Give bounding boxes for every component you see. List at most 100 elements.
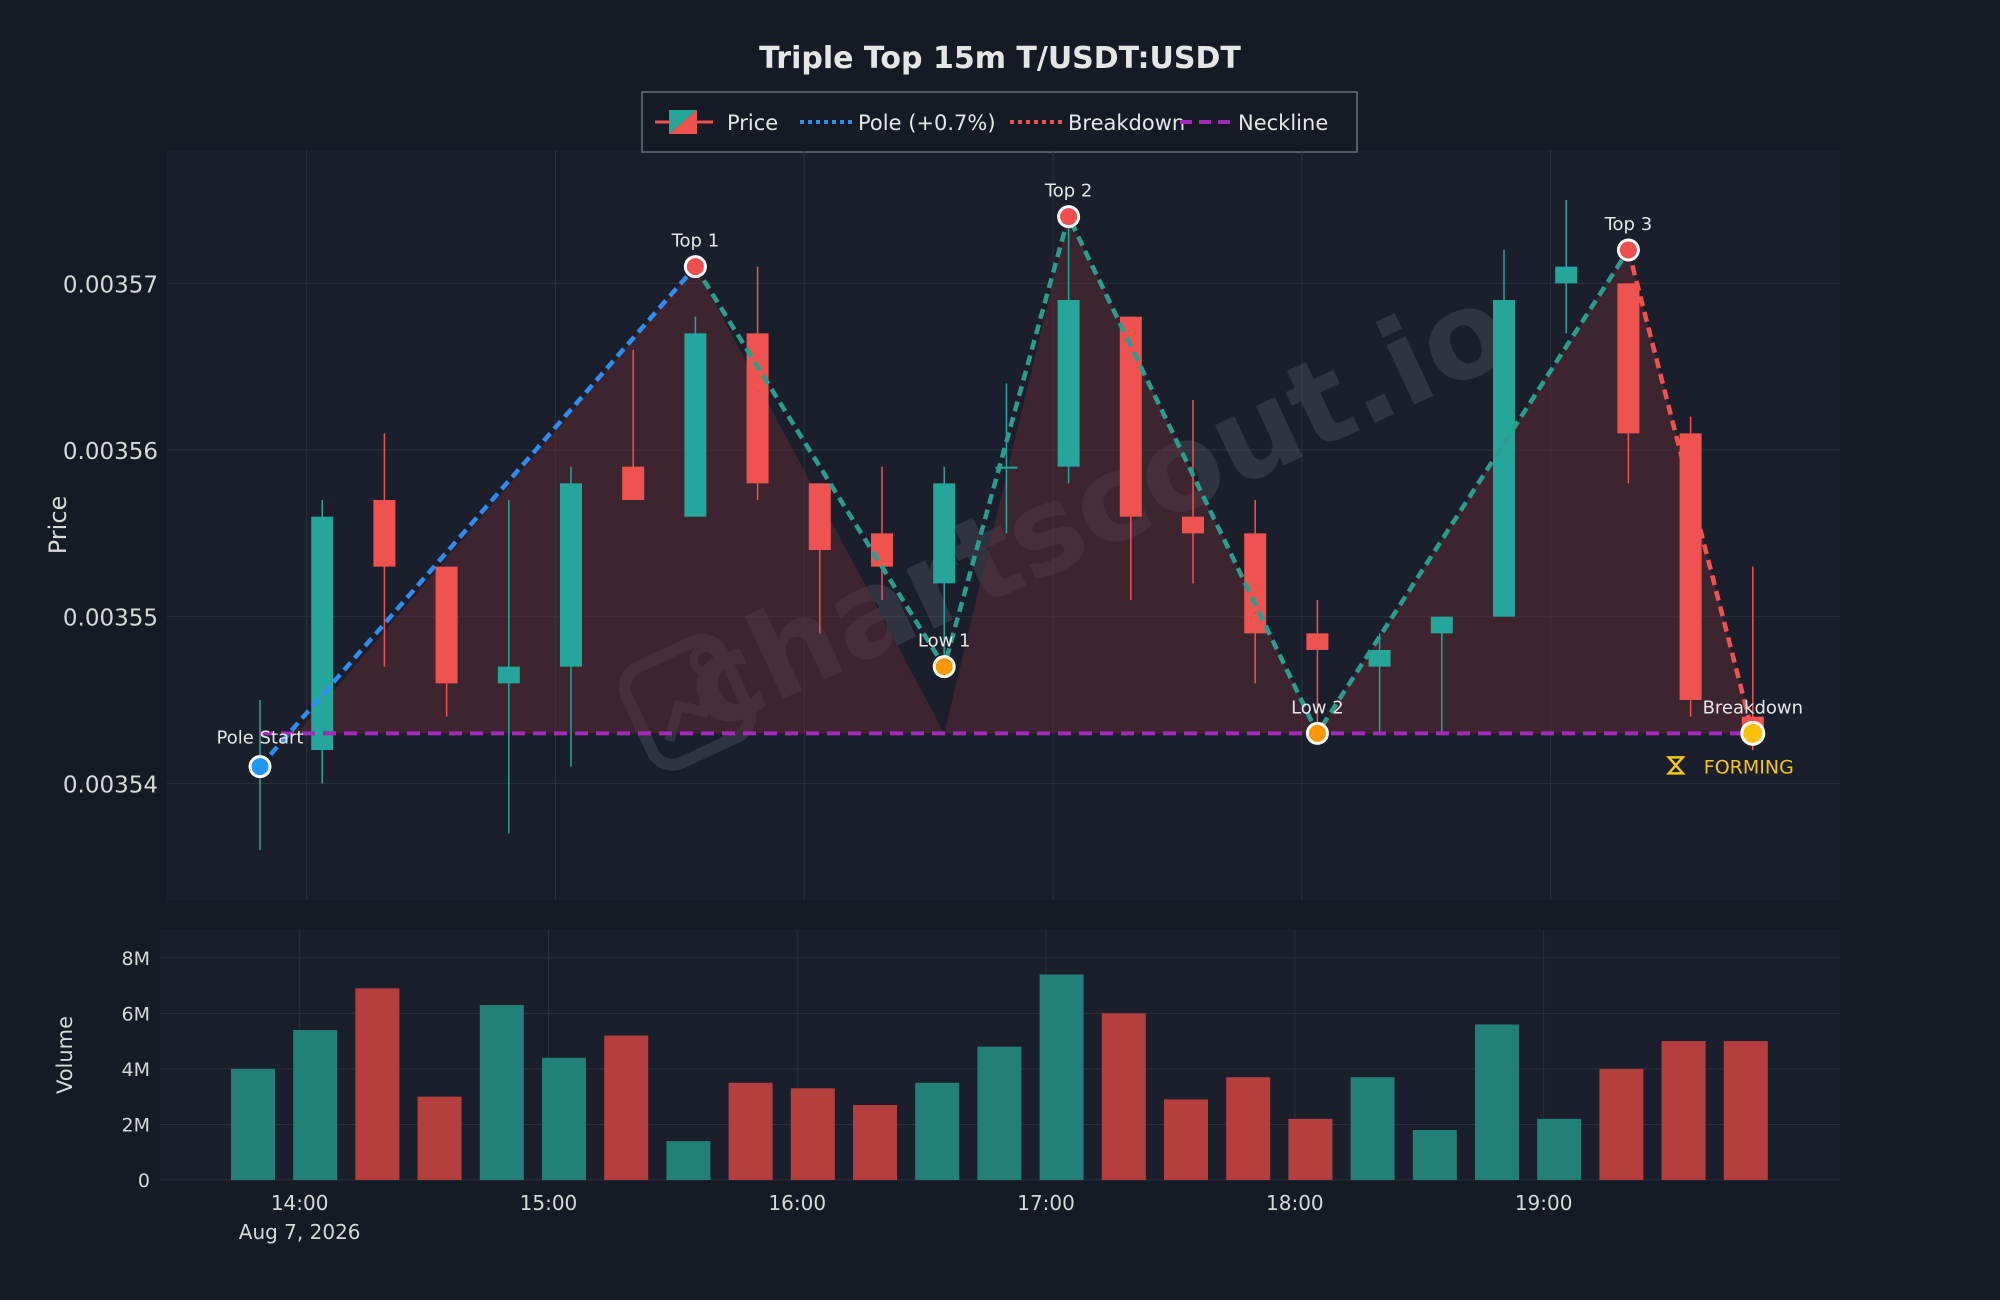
volume-bar [790, 1088, 835, 1180]
candle-body [1430, 616, 1453, 634]
pole-line [258, 265, 698, 769]
volume-bar [1723, 1041, 1768, 1180]
volume-bar [728, 1082, 773, 1180]
time-tick-label: 15:00 [520, 1191, 578, 1215]
pattern-point-marker [1740, 720, 1766, 746]
price-tick-label: 0.00356 [63, 439, 158, 465]
volume-bar [1599, 1068, 1644, 1180]
axes: 0.00354 0.00355 0.00356 0.00357 0 2M 4M 6M 8M 14:… [44, 272, 1572, 1244]
candle-body [746, 333, 769, 484]
hourglass-icon [1666, 756, 1686, 775]
time-tick-label: 16:00 [768, 1191, 826, 1215]
hourglass-shape [1666, 756, 1686, 775]
legend-item: Neckline [1180, 111, 1328, 135]
pattern-point-label: Low 2 [1291, 697, 1344, 718]
candle-body [1617, 283, 1640, 434]
volume-bar [479, 1005, 524, 1180]
volume-bar [1039, 974, 1084, 1180]
pattern-overlay [297, 216, 1753, 734]
volume-bar [542, 1057, 586, 1180]
candle-body [1679, 433, 1702, 700]
candle-body [1244, 533, 1267, 634]
pattern-point-label: Pole Start [217, 728, 304, 749]
volume-bar [1475, 1024, 1519, 1180]
candle-body [1057, 300, 1080, 467]
legend-item: Pole (+0.7%) [800, 111, 996, 135]
legend-label: Neckline [1238, 111, 1328, 135]
candle-body [373, 500, 396, 567]
candle-body [871, 533, 893, 567]
legend-label: Breakdown [1068, 111, 1185, 135]
pattern-point-label: Breakdown [1703, 697, 1803, 718]
volume-bar [417, 1096, 462, 1180]
candle-body [1182, 516, 1204, 534]
pattern-point-label: Top 2 [1044, 181, 1093, 202]
volume-bar [231, 1068, 275, 1180]
candle-body [497, 666, 520, 684]
pattern-point-label: Low 1 [918, 631, 971, 652]
legend-box [641, 91, 1358, 153]
volume-axis-label: Volume [53, 1016, 77, 1094]
candle-body [1368, 650, 1391, 667]
volume-bar [977, 1046, 1022, 1180]
legend: Price Pole (+0.7%) Breakdown Neckline [641, 91, 1358, 153]
price-tick-label: 0.00355 [63, 606, 158, 632]
legend-item: Price [655, 110, 778, 135]
volume-bar [1226, 1077, 1271, 1180]
legend-label: Price [727, 111, 778, 135]
candle-body [1493, 300, 1515, 617]
pattern-fill [297, 216, 1753, 734]
date-label: Aug 7, 2026 [239, 1220, 361, 1244]
pattern-point-marker [1305, 721, 1329, 745]
volume-tick-label: 2M [122, 1114, 150, 1136]
pattern-point-label: Top 1 [671, 231, 720, 252]
price-axis-label: Price [44, 496, 72, 555]
volume-bar [604, 1035, 649, 1180]
time-tick-label: 14:00 [271, 1191, 329, 1215]
pattern-point-label: Top 3 [1604, 214, 1653, 235]
pattern-point-marker [932, 655, 956, 679]
pattern-point-marker [1057, 205, 1081, 229]
time-tick-label: 19:00 [1515, 1191, 1573, 1215]
volume-bar [1412, 1130, 1457, 1180]
candle-body [622, 466, 645, 500]
volume-bar [1164, 1099, 1208, 1180]
candle-body [933, 483, 956, 584]
volume-bar [355, 988, 400, 1180]
breakdown-line [1626, 249, 1755, 734]
volume-bar [1537, 1118, 1582, 1180]
volume-tick-label: 8M [122, 948, 150, 970]
volume-bar [1661, 1041, 1706, 1180]
price-tick-label: 0.00357 [63, 272, 158, 298]
candle-body [1306, 633, 1329, 650]
volume-tick-label: 6M [122, 1003, 150, 1025]
volume-bar [293, 1030, 338, 1180]
candle-body [995, 466, 1018, 469]
volume-bar [1101, 1013, 1146, 1180]
volume-bar [666, 1141, 711, 1180]
legend-label: Pole (+0.7%) [858, 111, 996, 135]
pattern-point-marker [683, 255, 707, 279]
pattern-point-marker [1616, 238, 1640, 262]
volume-bar [1350, 1077, 1395, 1180]
candle-body [560, 483, 582, 667]
pattern-point-marker [248, 755, 272, 779]
price-tick-label: 0.00354 [63, 772, 158, 798]
candle-body [435, 566, 458, 684]
volume-bar [915, 1082, 960, 1180]
candle-body [808, 483, 831, 550]
candle-body [1119, 316, 1142, 517]
status-label: FORMING [1704, 756, 1794, 778]
volume-bars [231, 974, 1768, 1180]
volume-bar [853, 1105, 897, 1180]
legend-item: Breakdown [1010, 111, 1185, 135]
candle-body [684, 333, 707, 517]
time-tick-label: 18:00 [1266, 1191, 1324, 1215]
chart-title: Triple Top 15m T/USDT:USDT [759, 41, 1241, 76]
volume-tick-label: 0 [138, 1170, 150, 1192]
time-tick-label: 17:00 [1017, 1191, 1075, 1215]
legend-bear-swatch [669, 110, 697, 134]
pattern-points: Pole Start Top 1 Low 1 Top 2 Low 2 Top 3 Break… [217, 181, 1804, 779]
candle-body [311, 516, 334, 750]
